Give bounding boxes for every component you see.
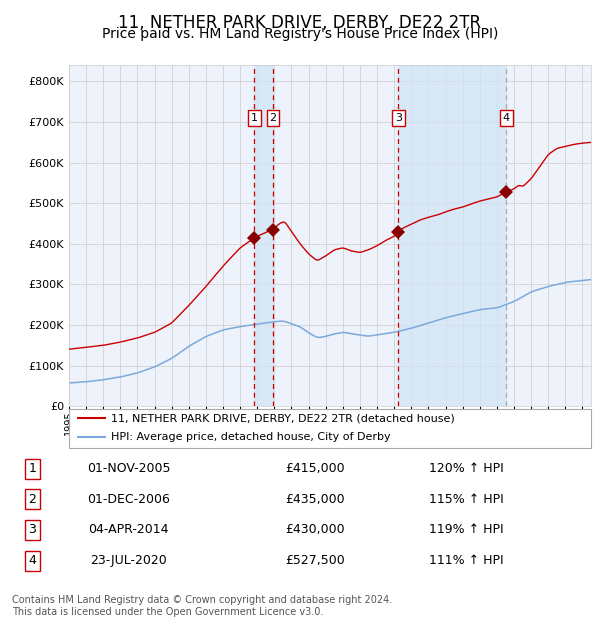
Text: 23-JUL-2020: 23-JUL-2020 <box>90 554 167 567</box>
Text: 115% ↑ HPI: 115% ↑ HPI <box>428 493 503 506</box>
Text: £527,500: £527,500 <box>285 554 344 567</box>
Bar <box>254 65 273 406</box>
Text: Contains HM Land Registry data © Crown copyright and database right 2024.
This d: Contains HM Land Registry data © Crown c… <box>12 595 392 617</box>
Text: Price paid vs. HM Land Registry's House Price Index (HPI): Price paid vs. HM Land Registry's House … <box>102 27 498 41</box>
Text: 4: 4 <box>28 554 37 567</box>
Text: 2: 2 <box>269 113 277 123</box>
Text: 1: 1 <box>28 462 37 475</box>
Text: 1: 1 <box>251 113 258 123</box>
Text: 3: 3 <box>395 113 402 123</box>
Text: 11, NETHER PARK DRIVE, DERBY, DE22 2TR (detached house): 11, NETHER PARK DRIVE, DERBY, DE22 2TR (… <box>111 414 455 423</box>
Text: £435,000: £435,000 <box>285 493 344 506</box>
Text: 120% ↑ HPI: 120% ↑ HPI <box>428 462 503 475</box>
Text: 2: 2 <box>28 493 37 506</box>
Text: 4: 4 <box>503 113 510 123</box>
Bar <box>398 65 506 406</box>
Text: 11, NETHER PARK DRIVE, DERBY, DE22 2TR: 11, NETHER PARK DRIVE, DERBY, DE22 2TR <box>118 14 482 32</box>
Text: 3: 3 <box>28 523 37 536</box>
Text: 01-NOV-2005: 01-NOV-2005 <box>86 462 170 475</box>
Text: 04-APR-2014: 04-APR-2014 <box>88 523 169 536</box>
Text: 01-DEC-2006: 01-DEC-2006 <box>87 493 170 506</box>
Text: 119% ↑ HPI: 119% ↑ HPI <box>428 523 503 536</box>
Text: HPI: Average price, detached house, City of Derby: HPI: Average price, detached house, City… <box>111 432 391 442</box>
Text: £415,000: £415,000 <box>285 462 344 475</box>
Text: 111% ↑ HPI: 111% ↑ HPI <box>428 554 503 567</box>
Text: £430,000: £430,000 <box>285 523 344 536</box>
